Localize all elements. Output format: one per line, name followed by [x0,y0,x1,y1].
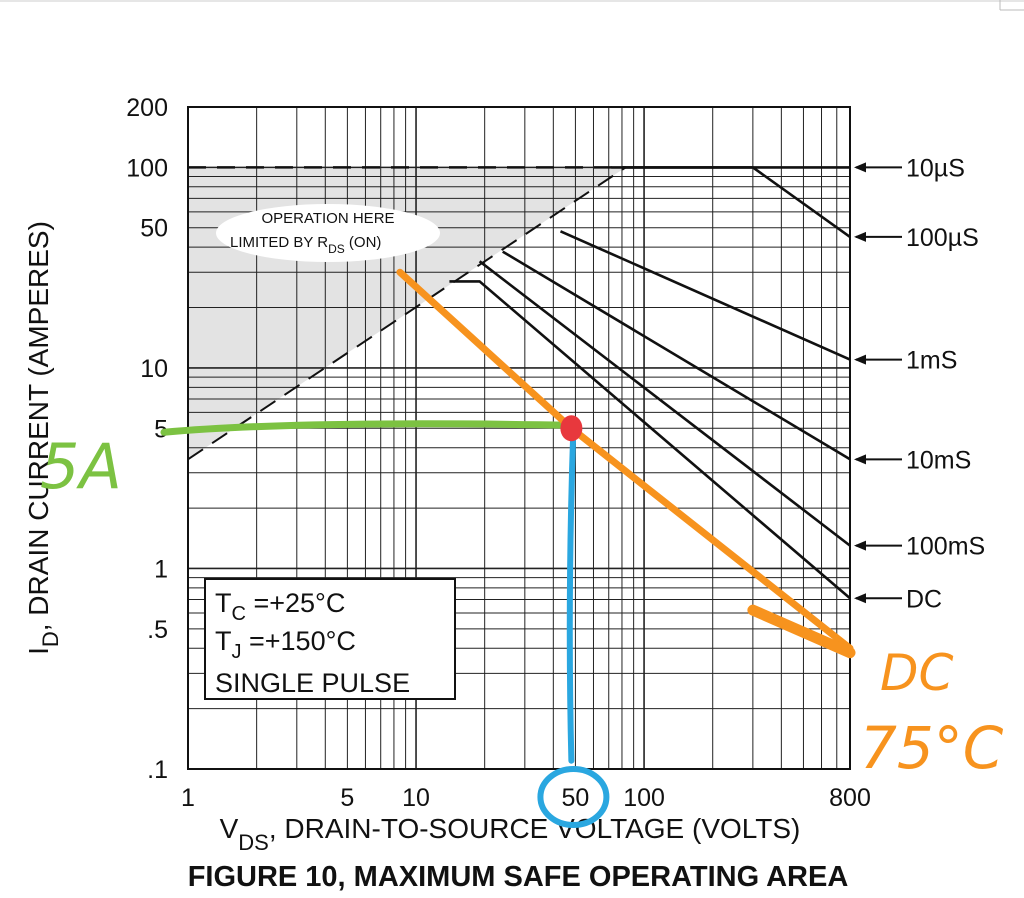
curve-labels: 10µS 100µS 1mS 10mS 100mS DC [854,154,985,613]
intersection-marker [560,415,583,442]
y-tick-label: 1 [154,555,168,583]
annotation-line-1: OPERATION HERE [261,210,394,227]
arrowhead-100us [854,231,866,242]
x-tick-label: 50 [562,784,590,812]
handwritten-dc-label: DC [880,644,954,702]
soa-curve-100us [611,166,851,238]
x-tick-label: 10 [402,784,430,812]
figure-caption: FIGURE 10, MAXIMUM SAFE OPERATING AREA [188,861,849,893]
x-tick-label: 1 [181,784,195,812]
soa-curve-1ms [559,230,851,361]
y-tick-label: 50 [140,215,168,243]
x-tick-label: 100 [623,784,665,812]
conditions-box: TC =+25°C TJ =+150°C SINGLE PULSE [204,578,456,700]
curve-label-10us: 10µS [906,154,965,182]
annotation-bubble [216,204,440,262]
x-tick-labels: 1 5 10 50 100 800 [181,784,871,812]
y-tick-labels: 200 100 50 10 5 1 .5 .1 [126,94,168,784]
condition-tc: TC =+25°C [215,588,345,625]
y-axis-label: ID, DRAIN CURRENT (AMPERES) [23,221,63,655]
arrowhead-dc [854,593,866,604]
curve-label-10ms: 10mS [906,446,971,474]
x-tick-label: 800 [829,784,871,812]
rds-annotation: OPERATION HERE LIMITED BY RDS (ON) [216,204,440,262]
handwritten-annotations: 5A DC 75°C [40,268,1004,828]
curve-label-100us: 100µS [906,224,979,252]
arrowhead-100ms [854,540,866,551]
handwritten-derated-thick-end [747,604,856,659]
handwritten-75c-label: 75°C [860,714,1004,782]
arrowhead-10ms [854,454,866,465]
arrowhead-10us [854,162,866,173]
curve-label-1ms: 1mS [906,347,957,375]
y-tick-label: .5 [147,616,168,644]
handwritten-50-circle [537,766,610,828]
annotation-line-2: LIMITED BY RDS (ON) [230,234,381,256]
condition-tj: TJ =+150°C [215,626,356,663]
page-corner-mark [999,0,1024,11]
y-tick-label: .1 [147,756,168,784]
arrowhead-1ms [854,354,866,365]
curve-layer [187,166,851,600]
plot-frame [187,106,851,770]
rds-limit-line [187,166,627,461]
x-tick-label: 5 [340,784,354,812]
y-tick-label: 200 [126,94,168,122]
conditions-frame [204,578,456,700]
curve-label-100ms: 100mS [906,533,985,561]
y-tick-label: 100 [126,154,168,182]
x-axis-label: VDS, DRAIN-TO-SOURCE VOLTAGE (VOLTS) [220,813,801,855]
handwritten-5a-label: 5A [40,430,122,503]
handwritten-50v-line [566,425,577,764]
soa-curve-100ms [478,260,851,547]
soa-curve-10ms [502,250,851,461]
y-tick-label: 10 [140,355,168,383]
curve-label-dc: DC [906,585,942,613]
handwritten-5a-line [160,420,575,436]
y-tick-label: 5 [154,415,168,443]
soa-curve-dc [449,280,851,600]
condition-pulse: SINGLE PULSE [215,668,410,698]
